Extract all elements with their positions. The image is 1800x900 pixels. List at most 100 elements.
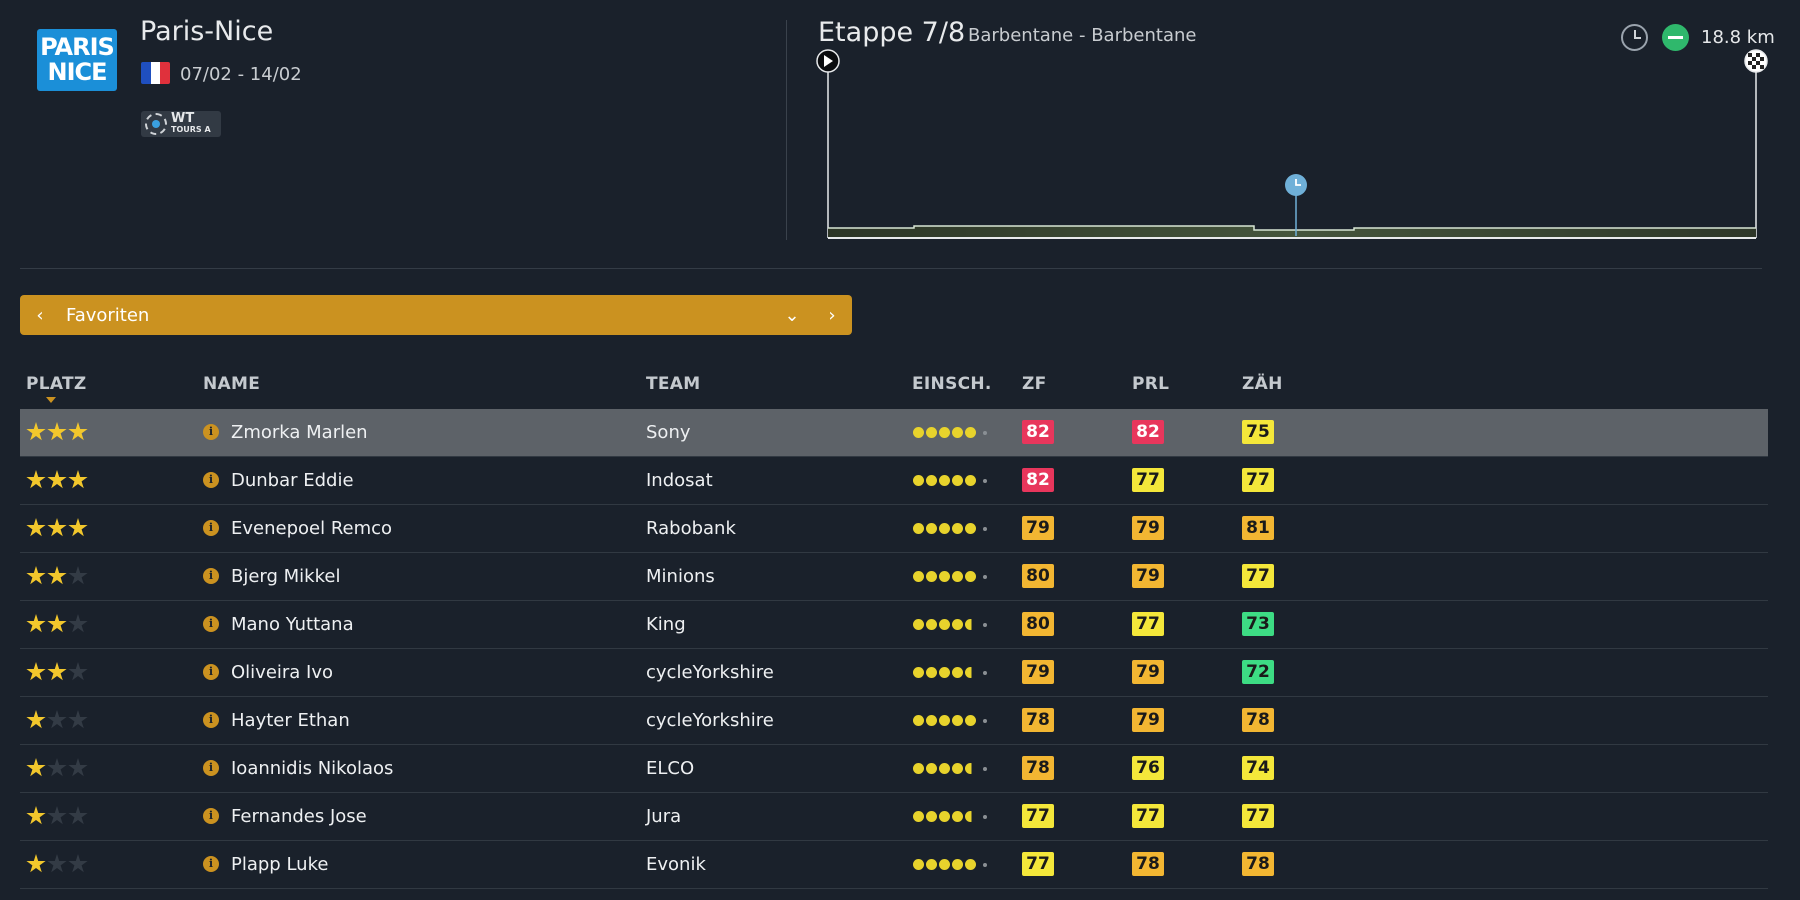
star-icon bbox=[68, 422, 88, 441]
form-dot bbox=[926, 811, 937, 822]
form-dot bbox=[952, 763, 963, 774]
info-icon[interactable]: i bbox=[203, 616, 219, 632]
table-row[interactable]: i Dunbar Eddie Indosat 82 77 77 bbox=[20, 457, 1768, 505]
info-icon[interactable]: i bbox=[203, 856, 219, 872]
column-zf[interactable]: ZF bbox=[1022, 374, 1047, 394]
rider-name[interactable]: Hayter Ethan bbox=[231, 710, 350, 731]
column-name[interactable]: NAME bbox=[203, 374, 261, 394]
column-prl[interactable]: PRL bbox=[1132, 374, 1170, 394]
star-icon bbox=[47, 518, 67, 537]
star-icon bbox=[47, 566, 67, 585]
star-icon bbox=[68, 566, 88, 585]
profile-line bbox=[828, 225, 1756, 231]
rider-name[interactable]: Fernandes Jose bbox=[231, 806, 367, 827]
stat-zf-badge: 78 bbox=[1022, 756, 1054, 780]
rider-team: ELCO bbox=[646, 758, 695, 779]
table-row[interactable]: i Zmorka Marlen Sony 82 82 75 bbox=[20, 409, 1768, 457]
stage-distance: 18.8 km bbox=[1701, 27, 1775, 48]
france-flag-icon bbox=[141, 62, 170, 84]
rider-team: cycleYorkshire bbox=[646, 710, 774, 731]
rider-name[interactable]: Plapp Luke bbox=[231, 854, 329, 875]
info-icon[interactable]: i bbox=[203, 664, 219, 680]
table-row[interactable]: i Evenepoel Remco Rabobank 79 79 81 bbox=[20, 505, 1768, 553]
race-name: Paris-Nice bbox=[140, 16, 274, 47]
rider-name[interactable]: Oliveira Ivo bbox=[231, 662, 334, 683]
rider-name[interactable]: Evenepoel Remco bbox=[231, 518, 393, 539]
form-rating bbox=[913, 523, 987, 534]
star-icon bbox=[47, 806, 67, 825]
rating-stars bbox=[26, 806, 88, 826]
star-icon bbox=[47, 662, 67, 681]
table-row[interactable]: i Mano Yuttana King 80 77 73 bbox=[20, 601, 1768, 649]
stat-zah-badge: 77 bbox=[1242, 564, 1274, 588]
race-category-text: WT TOURS A bbox=[171, 112, 211, 135]
info-icon[interactable]: i bbox=[203, 808, 219, 824]
form-dot bbox=[952, 715, 963, 726]
form-rating bbox=[913, 667, 987, 678]
star-icon bbox=[26, 614, 46, 633]
rider-team: Jura bbox=[646, 806, 682, 827]
form-dot bbox=[913, 715, 924, 726]
table-row[interactable]: i Ioannidis Nikolaos ELCO 78 76 74 bbox=[20, 745, 1768, 793]
table-row[interactable]: i Oliveira Ivo cycleYorkshire 79 79 72 bbox=[20, 649, 1768, 697]
table-row[interactable]: i Hayter Ethan cycleYorkshire 78 79 78 bbox=[20, 697, 1768, 745]
info-icon[interactable]: i bbox=[203, 472, 219, 488]
form-dot-small bbox=[983, 766, 987, 771]
info-icon[interactable]: i bbox=[203, 568, 219, 584]
rider-team: Evonik bbox=[646, 854, 706, 875]
star-icon bbox=[26, 518, 46, 537]
star-icon bbox=[68, 710, 88, 729]
form-dot-half bbox=[965, 667, 976, 678]
form-dot bbox=[926, 427, 937, 438]
stage-profile[interactable] bbox=[814, 48, 1770, 244]
rider-name[interactable]: Mano Yuttana bbox=[231, 614, 354, 635]
column-platz[interactable]: PLATZ bbox=[26, 374, 87, 394]
star-icon bbox=[68, 470, 88, 489]
rating-stars bbox=[26, 758, 88, 778]
form-rating bbox=[913, 427, 987, 438]
column-einsch[interactable]: EINSCH. bbox=[912, 374, 992, 394]
star-icon bbox=[26, 470, 46, 489]
rating-stars bbox=[26, 422, 88, 442]
chevron-down-icon[interactable]: ⌄ bbox=[784, 304, 800, 326]
star-icon bbox=[26, 422, 46, 441]
rider-name[interactable]: Dunbar Eddie bbox=[231, 470, 354, 491]
rating-stars bbox=[26, 614, 88, 634]
rating-stars bbox=[26, 662, 88, 682]
section-divider bbox=[20, 268, 1762, 269]
table-row[interactable]: i Bjerg Mikkel Minions 80 79 77 bbox=[20, 553, 1768, 601]
rider-name[interactable]: Ioannidis Nikolaos bbox=[231, 758, 394, 779]
info-icon[interactable]: i bbox=[203, 424, 219, 440]
form-dot bbox=[952, 475, 963, 486]
form-dot bbox=[939, 763, 950, 774]
list-selector[interactable]: ‹ Favoriten ⌄ › bbox=[20, 295, 852, 335]
finish-checker-pattern bbox=[1748, 53, 1764, 69]
info-icon[interactable]: i bbox=[203, 760, 219, 776]
stat-zf-badge: 80 bbox=[1022, 564, 1054, 588]
form-dot-small bbox=[983, 718, 987, 723]
form-dot bbox=[952, 571, 963, 582]
sort-desc-icon bbox=[46, 397, 56, 403]
chevron-right-icon[interactable]: › bbox=[828, 304, 836, 326]
column-zah[interactable]: ZÄH bbox=[1242, 374, 1283, 394]
header-divider bbox=[786, 20, 787, 240]
rider-name[interactable]: Zmorka Marlen bbox=[231, 422, 368, 443]
column-team[interactable]: TEAM bbox=[646, 374, 701, 394]
star-icon bbox=[26, 662, 46, 681]
chevron-left-icon[interactable]: ‹ bbox=[36, 304, 44, 326]
stat-zah-badge: 72 bbox=[1242, 660, 1274, 684]
star-icon bbox=[68, 662, 88, 681]
table-row[interactable]: i Plapp Luke Evonik 77 78 78 bbox=[20, 841, 1768, 889]
selector-label[interactable]: Favoriten bbox=[66, 304, 150, 326]
form-dot bbox=[913, 619, 924, 630]
info-icon[interactable]: i bbox=[203, 520, 219, 536]
rider-name[interactable]: Bjerg Mikkel bbox=[231, 566, 341, 587]
form-dot bbox=[939, 811, 950, 822]
form-dot bbox=[913, 427, 924, 438]
stat-zah-badge: 77 bbox=[1242, 804, 1274, 828]
info-icon[interactable]: i bbox=[203, 712, 219, 728]
form-dot bbox=[939, 619, 950, 630]
table-row[interactable]: i Fernandes Jose Jura 77 77 77 bbox=[20, 793, 1768, 841]
stat-zah-badge: 77 bbox=[1242, 468, 1274, 492]
form-dot bbox=[939, 715, 950, 726]
